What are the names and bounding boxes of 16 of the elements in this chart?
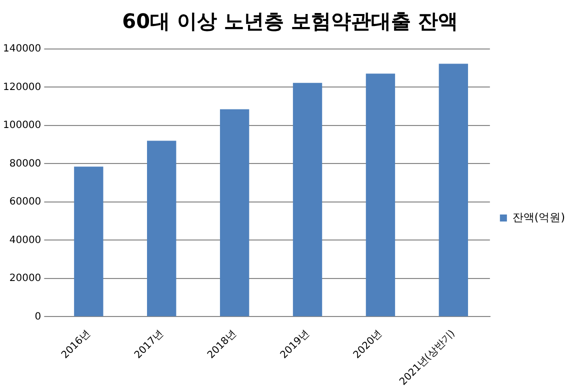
bar: [438, 64, 468, 316]
bar: [220, 109, 250, 316]
y-tick-label: 120000: [2, 82, 42, 93]
y-tick-label: 20000: [9, 273, 42, 284]
y-tick-label: 80000: [9, 158, 42, 170]
chart-title: 60대 이상 노년층 보험약관대출 잔액: [121, 8, 459, 35]
y-tick-label: 60000: [9, 196, 42, 208]
y-tick-label: 100000: [2, 120, 42, 132]
bar: [366, 74, 396, 316]
y-tick-label: 40000: [9, 234, 42, 246]
bar: [74, 166, 104, 316]
y-tick-label: 0: [34, 311, 42, 322]
y-tick-label: 140000: [2, 44, 42, 55]
legend-label: 잔액(억원): [512, 210, 566, 224]
bar: [147, 140, 176, 316]
bar: [292, 82, 322, 316]
